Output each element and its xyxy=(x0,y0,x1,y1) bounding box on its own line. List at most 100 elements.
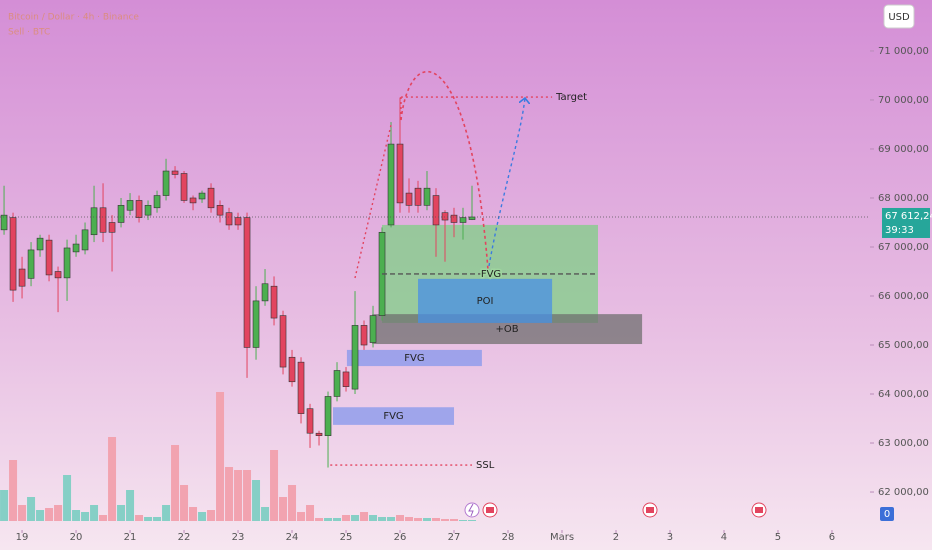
volume-bar xyxy=(9,460,18,521)
candle-body xyxy=(270,285,278,319)
volume-bar xyxy=(198,512,207,521)
x-tick-label: 24 xyxy=(286,532,299,543)
volume-bar xyxy=(270,450,279,521)
x-tick-label: 19 xyxy=(16,532,29,543)
volume-bar xyxy=(72,510,81,521)
volume-bar xyxy=(63,475,72,521)
candle-body xyxy=(252,300,260,348)
volume-bar xyxy=(99,515,108,521)
volume-bar xyxy=(360,512,369,521)
zone xyxy=(346,349,482,367)
volume-bar xyxy=(144,517,153,521)
volume-bar xyxy=(450,519,459,521)
x-tick-label: 28 xyxy=(502,532,515,543)
candle-body xyxy=(405,192,413,206)
candle-body xyxy=(180,173,188,201)
candle-body xyxy=(72,243,80,253)
candle-body xyxy=(450,214,458,223)
volume-bar xyxy=(135,515,144,521)
candle-body xyxy=(18,268,26,287)
candle-body xyxy=(459,217,467,223)
x-tick-label: 2 xyxy=(613,532,619,543)
candle-body xyxy=(135,200,143,218)
volume-bar xyxy=(45,508,54,521)
candle-body xyxy=(9,217,17,291)
axes: 62 000,00 63 000,00 64 000,00 65 000,00 66 0… xyxy=(16,46,932,543)
volume-bar xyxy=(333,518,342,521)
candle-body xyxy=(441,212,449,221)
volume-bar xyxy=(378,517,387,521)
x-tick-label: 4 xyxy=(721,532,727,543)
candle-body xyxy=(144,205,152,216)
x-tick-label: Mars xyxy=(550,532,574,543)
candle-body xyxy=(0,214,8,231)
volume-bar xyxy=(18,505,27,521)
candle-body xyxy=(243,217,251,348)
y-tick-label: 69 000,00 xyxy=(878,144,929,155)
candle-body xyxy=(54,271,62,279)
volume-bar xyxy=(396,515,405,521)
candle-body xyxy=(189,197,197,204)
currency-label[interactable]: USD xyxy=(888,12,910,23)
candle-body xyxy=(126,200,134,211)
volume-bar xyxy=(315,518,324,521)
zone-label: +OB xyxy=(496,324,519,335)
candle-body xyxy=(324,396,332,436)
volume-bar xyxy=(162,505,171,521)
volume-bar xyxy=(189,507,198,521)
y-tick-label: 65 000,00 xyxy=(878,340,929,351)
candle-body xyxy=(27,249,35,279)
x-tick-label: 25 xyxy=(340,532,353,543)
zone-label: FVG xyxy=(404,353,424,364)
y-tick-label: 66 000,00 xyxy=(878,291,929,302)
volume-bar xyxy=(207,510,216,521)
volume-bar xyxy=(180,485,189,521)
candle-body xyxy=(207,187,215,209)
candles xyxy=(0,97,476,468)
candle-body xyxy=(63,247,71,279)
x-tick-label: 22 xyxy=(178,532,191,543)
candle-body xyxy=(387,143,395,226)
chart-title: Bitcoin / Dollar · 4h · Binance xyxy=(8,13,139,23)
volume-bar xyxy=(423,518,432,521)
volume-bar xyxy=(324,518,333,521)
candle-body xyxy=(369,315,377,343)
volume-tick-label: 0 xyxy=(884,509,890,520)
volume-bar xyxy=(432,518,441,521)
volume-bar xyxy=(288,485,297,521)
candle-body xyxy=(342,371,350,387)
candle-body xyxy=(432,195,440,226)
volume-bar xyxy=(297,512,306,521)
currency-button[interactable] xyxy=(883,4,915,29)
candle-body xyxy=(45,239,53,276)
x-tick-label: 23 xyxy=(232,532,245,543)
volume-bar xyxy=(90,505,99,521)
x-tick-label: 20 xyxy=(70,532,83,543)
candle-body xyxy=(171,170,179,175)
chart-subtitle: Sell · BTC xyxy=(8,28,50,38)
candle-body xyxy=(234,217,242,226)
candle-body xyxy=(90,207,98,236)
candle-body xyxy=(198,192,206,200)
x-tick-label: 6 xyxy=(829,532,835,543)
volume-tick-box xyxy=(880,507,894,521)
zone xyxy=(332,407,455,425)
volume-bar xyxy=(342,515,351,521)
candle-body xyxy=(153,195,161,209)
volume-bar xyxy=(405,517,414,521)
projection-arc xyxy=(400,71,489,271)
candle-body xyxy=(261,283,269,302)
volume-bar xyxy=(243,470,252,521)
level-label: SSL xyxy=(476,460,495,471)
projection-arrow xyxy=(487,98,525,273)
volume-bar xyxy=(369,515,378,521)
zone-label: FVG xyxy=(383,411,403,422)
candle-body xyxy=(279,315,287,368)
volume-bar xyxy=(306,505,315,521)
volume-bar xyxy=(153,517,162,521)
candle-body xyxy=(351,325,359,390)
candle-body xyxy=(288,356,296,383)
candle-body xyxy=(162,170,170,196)
candle-body xyxy=(297,361,305,414)
